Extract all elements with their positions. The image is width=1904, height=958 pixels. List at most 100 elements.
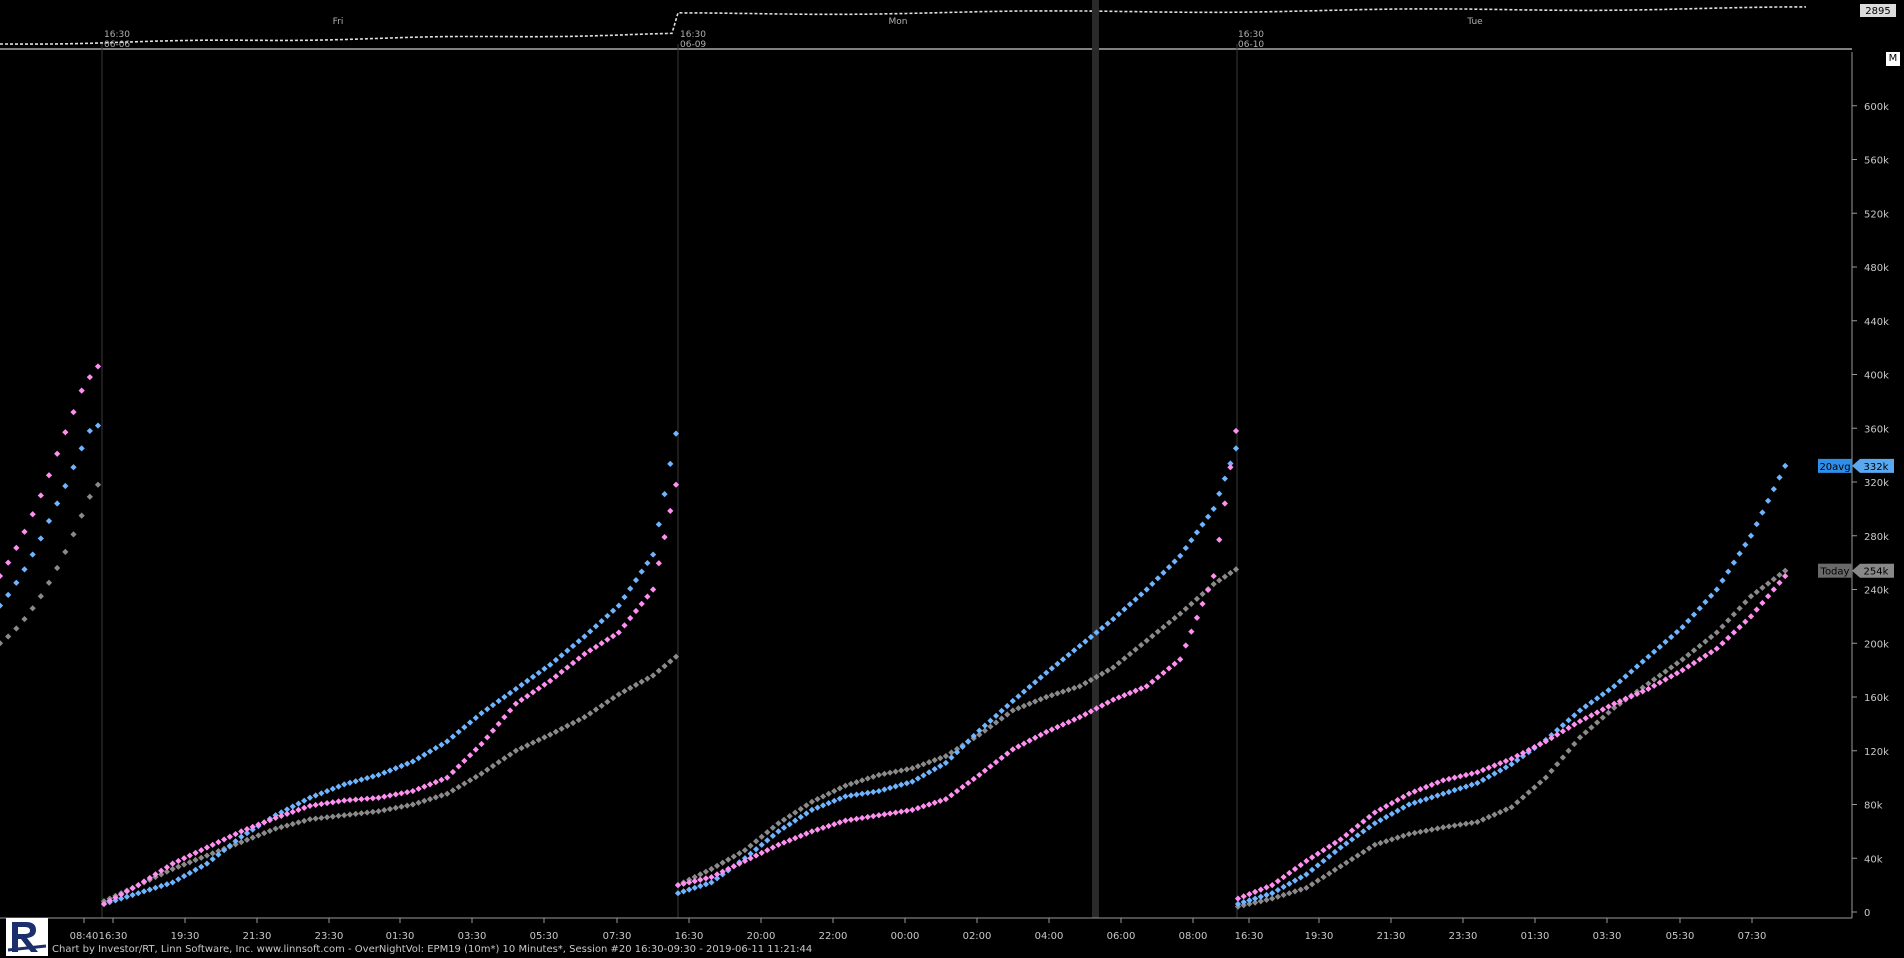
- data-point-today: [1502, 806, 1510, 813]
- data-point-today: [976, 731, 983, 738]
- data-point-prior: [1662, 676, 1669, 683]
- data-point-prior: [1004, 750, 1011, 757]
- data-point-avg20: [1411, 799, 1418, 806]
- data-point-prior: [1059, 721, 1067, 728]
- y-tick-label: 0: [1864, 908, 1870, 919]
- data-point-today: [1126, 650, 1134, 658]
- data-point-avg20: [1616, 678, 1624, 685]
- data-point-prior: [1519, 749, 1527, 757]
- legend-name: 20avg: [1819, 462, 1850, 473]
- data-point-prior: [306, 802, 314, 809]
- data-point-today: [914, 763, 922, 770]
- data-point-prior: [1502, 757, 1510, 765]
- data-point-today: [1360, 848, 1367, 856]
- data-point-avg20: [987, 717, 994, 724]
- data-point-today: [1240, 902, 1247, 909]
- data-point-avg20: [1565, 717, 1572, 724]
- data-point-avg20: [192, 866, 199, 874]
- x-tick-label: 23:30: [315, 931, 344, 942]
- data-point-avg20: [803, 810, 810, 817]
- data-point-prior: [535, 685, 542, 692]
- data-point-avg20: [507, 689, 514, 697]
- overview-day-date: 06-09: [680, 40, 706, 50]
- data-point-today: [898, 767, 905, 774]
- data-point-prior: [163, 864, 171, 871]
- data-point-today: [1776, 571, 1783, 579]
- data-point-avg20: [1679, 624, 1686, 631]
- data-point-today: [775, 820, 782, 827]
- menu-m-button[interactable]: M: [1886, 52, 1900, 66]
- series-prior-session-3: [1234, 572, 1789, 902]
- data-point-avg20: [674, 890, 682, 897]
- overview-day-time: 16:30: [680, 30, 706, 40]
- data-point-today: [1308, 881, 1316, 888]
- data-point-today: [1702, 638, 1709, 645]
- x-tick-label: 08:40: [70, 931, 99, 942]
- data-point-prior: [426, 781, 434, 788]
- data-point-prior: [803, 830, 810, 837]
- data-point-avg20: [569, 642, 577, 650]
- data-point-prior: [444, 774, 451, 781]
- data-point-avg20: [697, 882, 704, 890]
- data-point-today: [289, 820, 296, 828]
- x-tick-label: 22:00: [819, 931, 848, 942]
- data-point-avg20: [1048, 665, 1055, 672]
- data-point-today: [1388, 836, 1396, 843]
- data-point-avg20: [747, 850, 754, 857]
- data-point-today: [518, 744, 525, 752]
- data-point-prior: [1154, 674, 1161, 681]
- data-point-today: [1297, 886, 1304, 893]
- data-point-prior: [831, 821, 838, 828]
- data-point-today: [621, 688, 628, 695]
- data-point-prior: [518, 696, 525, 704]
- data-point-today: [598, 702, 605, 709]
- data-point-prior: [1445, 775, 1453, 783]
- data-point-today: [1257, 898, 1264, 905]
- data-point-prior: [1457, 773, 1464, 780]
- data-point-today: [592, 706, 600, 713]
- data-point-prior: [1782, 572, 1789, 580]
- data-point-prior: [920, 803, 927, 810]
- data-point-avg20: [1457, 785, 1464, 792]
- data-point-prior: [621, 622, 628, 629]
- data-point-avg20: [1308, 866, 1316, 874]
- data-point-today: [808, 798, 816, 805]
- data-point-avg20: [825, 800, 832, 807]
- data-point-prior: [1082, 711, 1089, 718]
- data-point-prior: [569, 659, 577, 667]
- data-point-today: [1326, 870, 1333, 877]
- data-point-avg20: [1009, 697, 1016, 705]
- data-point-avg20: [581, 633, 588, 640]
- data-point-prior: [680, 880, 687, 887]
- data-point-avg20: [1428, 794, 1435, 801]
- data-point-prior: [1354, 822, 1361, 830]
- data-point-prior: [691, 877, 698, 885]
- data-point-today: [1571, 740, 1578, 748]
- data-point-today: [859, 777, 866, 784]
- data-point-prior: [1280, 873, 1287, 881]
- data-point-prior: [1388, 800, 1396, 807]
- data-point-today: [1165, 619, 1173, 626]
- data-point-today: [1121, 655, 1128, 662]
- overview-day-time: 16:30: [104, 30, 130, 40]
- data-point-avg20: [1491, 770, 1498, 777]
- data-point-today: [627, 684, 634, 692]
- data-point-today: [953, 745, 961, 753]
- data-point-prior: [661, 533, 668, 541]
- data-point-prior: [1043, 728, 1050, 736]
- data-point-today: [691, 873, 698, 881]
- data-point-today: [1650, 676, 1658, 683]
- data-point-today: [1394, 834, 1401, 841]
- y-tick-label: 440k: [1864, 317, 1889, 328]
- data-point-avg20: [1026, 683, 1033, 691]
- data-point-avg20: [1462, 783, 1470, 790]
- data-point-prior: [1210, 572, 1217, 580]
- data-point-today: [1383, 838, 1390, 845]
- overview-strip[interactable]: Fri16:3006-06Mon16:3006-09Tue16:3006-10 …: [0, 4, 1896, 50]
- data-point-today: [753, 838, 760, 845]
- data-point-prior: [547, 677, 554, 684]
